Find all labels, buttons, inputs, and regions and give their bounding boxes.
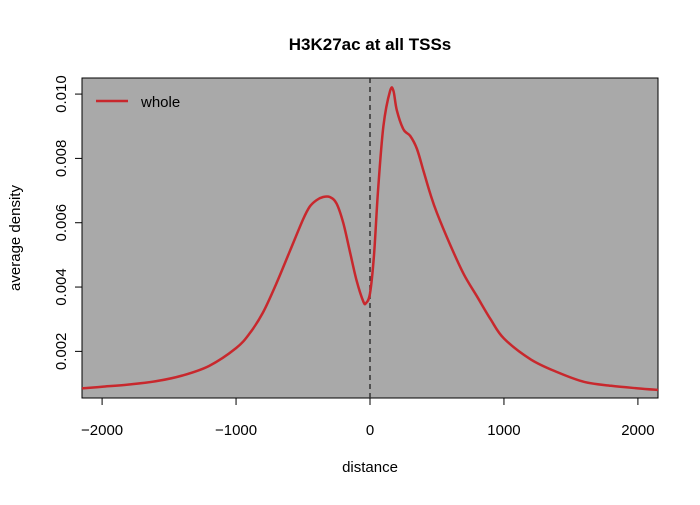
chart-title: H3K27ac at all TSSs [289, 35, 452, 54]
x-tick-label: 2000 [621, 422, 654, 439]
y-tick-label: 0.004 [53, 268, 70, 306]
series-layer [81, 86, 659, 392]
legend-label-whole: whole [140, 94, 180, 111]
y-axis: 0.002 0.004 0.006 0.008 0.010 [53, 75, 82, 370]
y-tick-label: 0.008 [53, 140, 70, 178]
y-axis-label: average density [7, 185, 24, 291]
x-tick-label: 1000 [487, 422, 520, 439]
y-tick-label: 0.010 [53, 75, 70, 113]
x-axis-label: distance [342, 459, 398, 476]
x-axis: −2000 −1000 0 1000 2000 [81, 398, 655, 439]
plot-area [81, 77, 659, 399]
y-tick-label: 0.002 [53, 333, 70, 371]
x-tick-label: −2000 [81, 422, 123, 439]
legend: whole [96, 94, 180, 111]
y-tick-label: 0.006 [53, 204, 70, 242]
x-tick-label: −1000 [215, 422, 257, 439]
x-tick-label: 0 [366, 422, 374, 439]
series-line-whole [81, 86, 659, 392]
